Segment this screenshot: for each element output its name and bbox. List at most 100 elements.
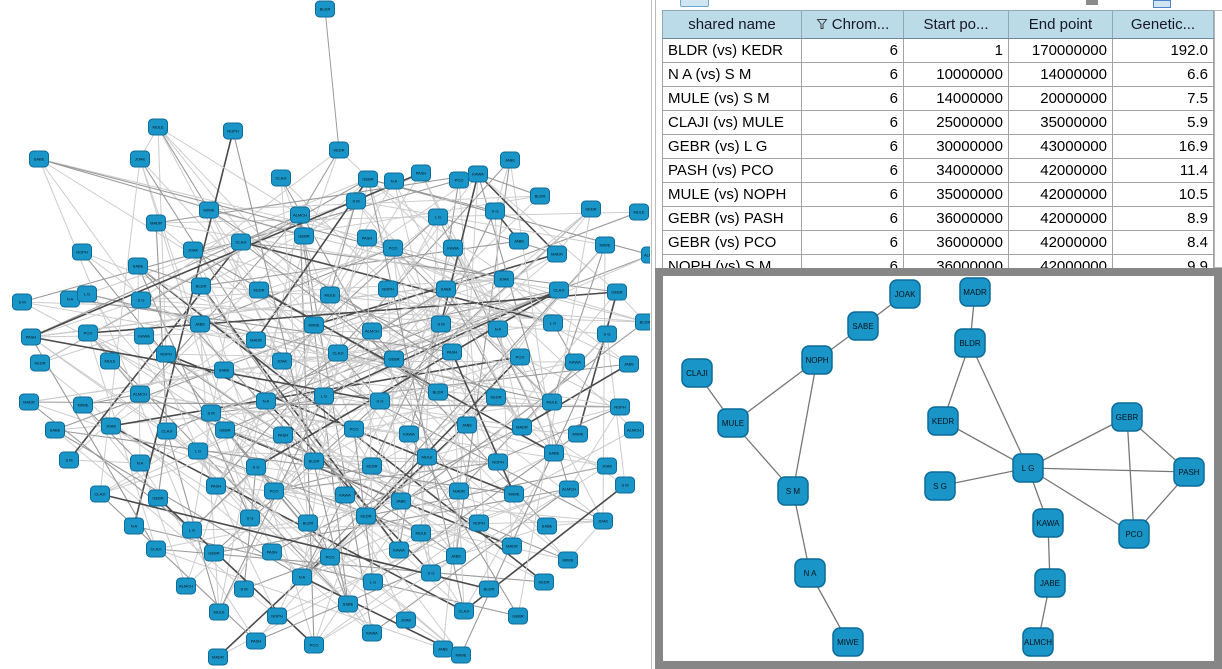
network-node[interactable]: BLDR (304, 452, 324, 470)
network-node[interactable]: CLAJI (549, 281, 569, 299)
network-node[interactable]: GEBR (148, 489, 168, 507)
network-node[interactable]: CLAJI (157, 422, 177, 440)
network-node[interactable]: JABE (433, 640, 453, 658)
network-node[interactable]: PASH (246, 632, 266, 650)
network-node[interactable]: PCO (264, 482, 284, 500)
network-node[interactable]: CLAJI (90, 485, 110, 503)
network-node[interactable]: JABE (457, 416, 477, 434)
network-node-pco[interactable]: PCO (1118, 519, 1150, 549)
network-node[interactable]: MIWE (304, 316, 324, 334)
network-node[interactable]: PASH (21, 328, 41, 346)
network-node[interactable]: JOAK (597, 457, 617, 475)
network-node[interactable]: L G (188, 442, 208, 460)
network-node[interactable]: KAWA (468, 165, 488, 183)
network-node-sabe[interactable]: SABE (847, 311, 879, 341)
network-node[interactable]: MADR (502, 537, 522, 555)
network-node[interactable]: PCO (344, 420, 364, 438)
network-node[interactable]: GEBR (358, 170, 378, 188)
column-header-3[interactable]: End point (1008, 10, 1113, 39)
network-node[interactable]: NOPH (378, 280, 398, 298)
network-node-s-g[interactable]: S G (924, 471, 956, 501)
network-node[interactable]: S G (240, 509, 260, 527)
network-node[interactable]: MULE (320, 286, 340, 304)
network-node[interactable]: PCO (304, 636, 324, 654)
network-node[interactable]: BLDR (635, 313, 655, 331)
network-node[interactable]: SABE (214, 361, 234, 379)
network-node-joak[interactable]: JOAK (889, 279, 921, 309)
network-node[interactable]: KAWA (399, 425, 419, 443)
network-node[interactable]: KEDR (356, 507, 376, 525)
network-node[interactable]: GEBR (607, 283, 627, 301)
column-header-4[interactable]: Genetic... (1112, 10, 1214, 39)
network-node[interactable]: MIWE (451, 646, 471, 664)
network-node[interactable]: S M (201, 404, 221, 422)
network-node[interactable]: S G (421, 564, 441, 582)
network-node[interactable]: S M (234, 580, 254, 598)
network-node-bldr[interactable]: BLDR (954, 328, 986, 358)
network-node[interactable]: N A (130, 454, 150, 472)
network-node[interactable]: MULE (417, 448, 437, 466)
network-node[interactable]: KEDR (581, 200, 601, 218)
network-node[interactable]: GEBR (215, 421, 235, 439)
network-node[interactable]: MIWE (73, 396, 93, 414)
network-node[interactable]: JOAK (272, 352, 292, 370)
network-node[interactable]: JABE (446, 547, 466, 565)
network-node-jabe[interactable]: JABE (1034, 568, 1066, 598)
network-node[interactable]: JOAK (183, 241, 203, 259)
table-scrollbar-track[interactable] (1214, 10, 1222, 268)
table-row[interactable]: GEBR (vs) PASH 6 36000000 42000000 8.9 (662, 206, 1214, 231)
network-node[interactable]: MULE (148, 118, 168, 136)
network-node[interactable]: L G (314, 387, 334, 405)
network-node[interactable]: SABE (45, 421, 65, 439)
network-node-n-a[interactable]: N A (794, 558, 826, 588)
network-node[interactable]: N A (384, 172, 404, 190)
network-node[interactable]: BLDR (298, 514, 318, 532)
network-node[interactable]: KEDR (534, 573, 554, 591)
network-node[interactable]: S M (431, 315, 451, 333)
table-row[interactable]: GEBR (vs) L G 6 30000000 43000000 16.9 (662, 134, 1214, 159)
network-node[interactable]: MADR (19, 393, 39, 411)
network-node[interactable]: JOAK (494, 270, 514, 288)
network-node[interactable]: S G (131, 291, 151, 309)
network-node[interactable]: ALMCH (624, 421, 644, 439)
network-node[interactable]: PASH (411, 164, 431, 182)
network-node[interactable]: CLAJI (231, 233, 251, 251)
network-node[interactable]: BLDR (315, 0, 335, 18)
network-node[interactable]: PASH (442, 343, 462, 361)
network-node[interactable]: NOPH (267, 607, 287, 625)
network-node[interactable]: MADR (146, 214, 166, 232)
network-node-gebr[interactable]: GEBR (1111, 402, 1143, 432)
network-node[interactable]: KAWA (565, 353, 585, 371)
network-node[interactable]: L G (428, 208, 448, 226)
network-node[interactable]: KAWA (389, 541, 409, 559)
network-node[interactable]: N A (256, 392, 276, 410)
network-node-noph[interactable]: NOPH (801, 345, 833, 375)
network-node-claji[interactable]: CLAJI (681, 358, 713, 388)
column-header-1[interactable]: Chrom... (801, 10, 904, 39)
network-node[interactable]: MIWE (504, 485, 524, 503)
network-node[interactable]: NOPH (610, 398, 630, 416)
network-node[interactable]: JABE (619, 355, 639, 373)
network-node[interactable]: N A (292, 568, 312, 586)
network-node[interactable]: GEBR (508, 607, 528, 625)
network-node[interactable]: KEDR (30, 354, 50, 372)
network-node[interactable]: CLAJI (146, 540, 166, 558)
network-node[interactable]: BLDR (428, 383, 448, 401)
network-node[interactable]: L G (77, 285, 97, 303)
network-node[interactable]: KAWA (134, 327, 154, 345)
network-node[interactable]: L G (363, 573, 383, 591)
network-node[interactable]: ALMCH (176, 577, 196, 595)
network-node[interactable]: N A (124, 517, 144, 535)
network-node[interactable]: GEBR (204, 544, 224, 562)
network-node[interactable]: JOAK (396, 611, 416, 629)
network-node[interactable]: JABE (500, 151, 520, 169)
column-header-0[interactable]: shared name (662, 10, 802, 39)
network-node-kawa[interactable]: KAWA (1032, 508, 1064, 538)
network-node[interactable]: N A (60, 290, 80, 308)
network-node[interactable]: MIWE (199, 201, 219, 219)
network-node[interactable]: SABE (128, 257, 148, 275)
table-row[interactable]: MULE (vs) S M 6 14000000 20000000 7.5 (662, 86, 1214, 111)
network-node[interactable]: KEDR (249, 281, 269, 299)
network-node-almch[interactable]: ALMCH (1022, 627, 1054, 657)
column-header-2[interactable]: Start po... (903, 10, 1009, 39)
